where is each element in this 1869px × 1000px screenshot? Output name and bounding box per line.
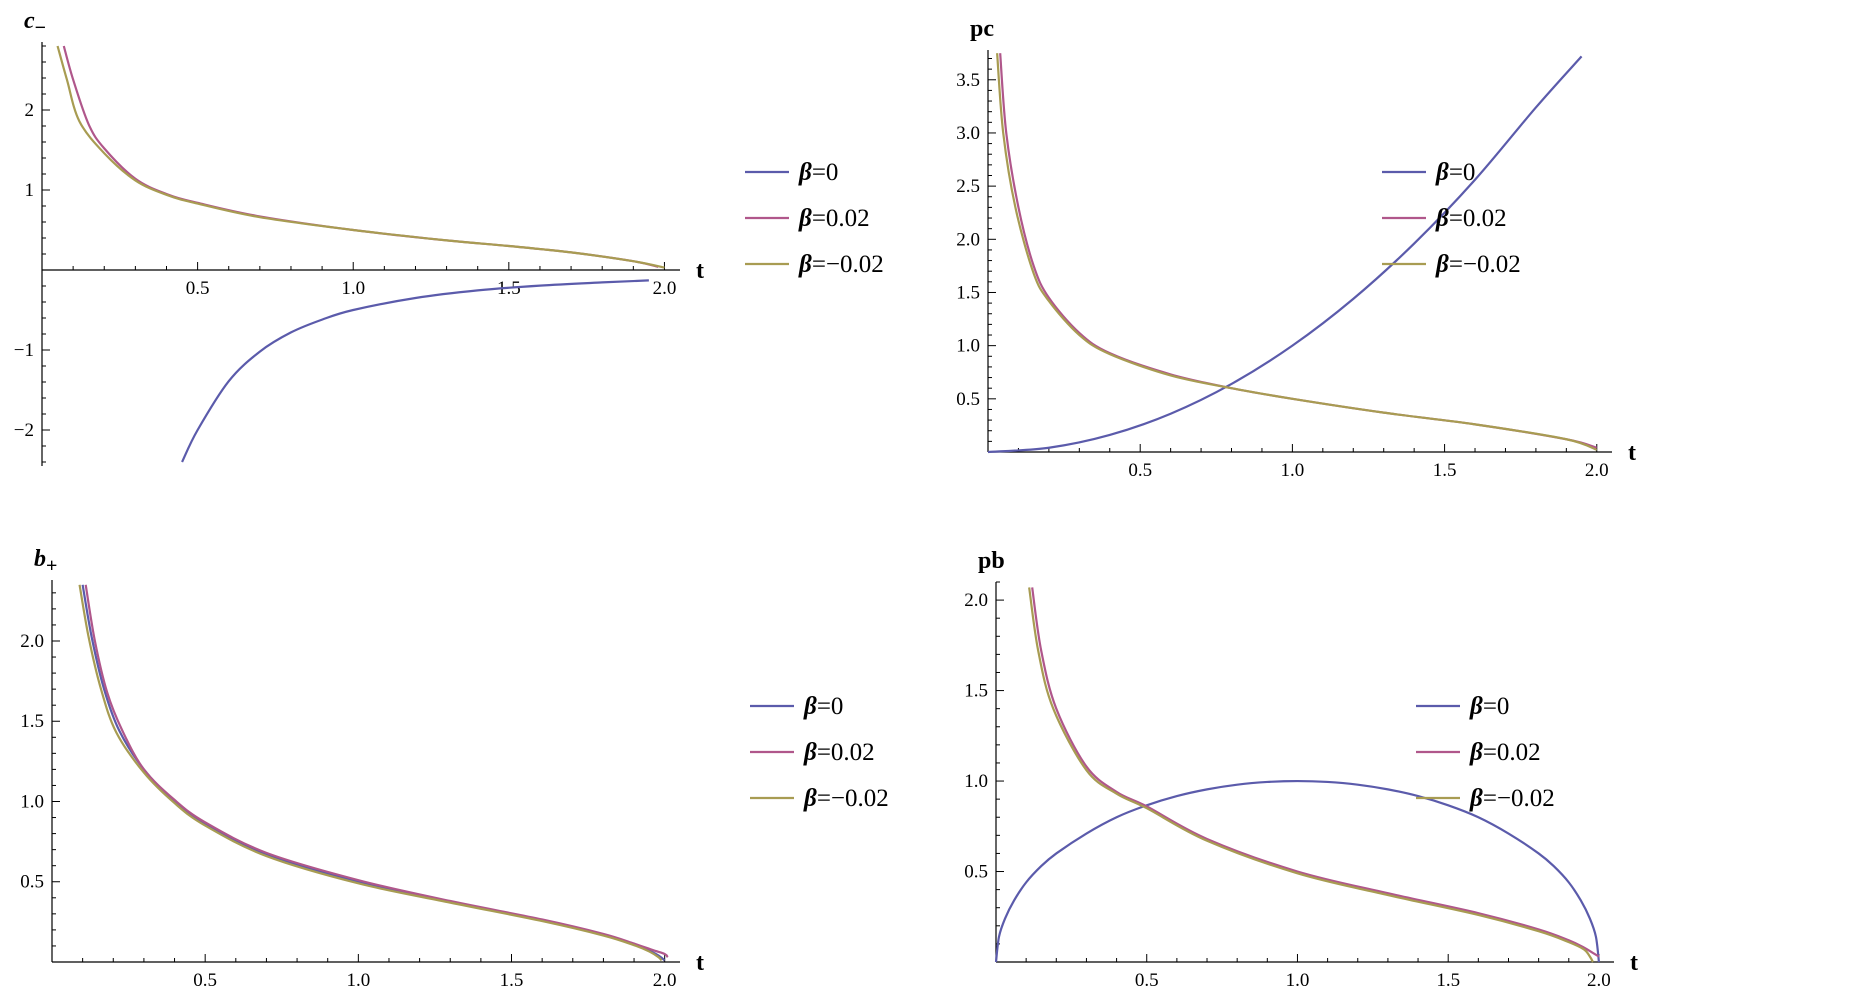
y-tick-label: 0.5 bbox=[964, 862, 988, 883]
series-line-beta-pos bbox=[62, 45, 659, 268]
x-axis-label: t bbox=[696, 950, 704, 976]
x-tick-label: 1.5 bbox=[500, 970, 524, 991]
x-tick-label: 2.0 bbox=[653, 970, 677, 991]
series-line-beta-pos bbox=[1031, 587, 1600, 958]
chart-b-plus: 0.5 1.0 1.5 2.0 0.5 1.0 1.5 2.0 b+ t β=0 β=0.02 β=−0… bbox=[20, 546, 889, 991]
legend-label: β=0.02 bbox=[803, 739, 875, 766]
y-tick-label: 1.5 bbox=[956, 282, 980, 303]
series-line-beta-neg bbox=[56, 45, 665, 269]
legend-label: β=0.02 bbox=[798, 205, 870, 232]
y-axis-label: c− bbox=[24, 8, 46, 39]
y-axis-label: b+ bbox=[34, 546, 57, 577]
legend-label: β=−0.02 bbox=[1435, 251, 1521, 278]
y-tick-label: 1 bbox=[25, 180, 35, 201]
x-tick-label: 1.0 bbox=[346, 970, 370, 991]
series-line-beta-neg bbox=[78, 584, 663, 962]
chart-pc: 0.5 1.0 1.5 2.0 0.5 1.0 1.5 2.0 2.5 3.0 3.5 pc t β=0 β… bbox=[956, 16, 1636, 481]
x-tick-label: 1.0 bbox=[1281, 460, 1305, 481]
x-tick-label: 2.0 bbox=[1587, 970, 1611, 991]
y-tick-label: 0.5 bbox=[956, 389, 980, 410]
x-tick-label: 0.5 bbox=[186, 278, 210, 299]
legend-label: β=−0.02 bbox=[798, 251, 884, 278]
x-tick-label: 0.5 bbox=[1128, 460, 1152, 481]
y-tick-label: 1.0 bbox=[964, 771, 988, 792]
y-tick-label: 1.5 bbox=[964, 681, 988, 702]
legend-label: β=−0.02 bbox=[1469, 785, 1555, 812]
y-axis-label: pc bbox=[970, 16, 994, 42]
x-tick-label: 1.0 bbox=[341, 278, 365, 299]
y-tick-label: 1.5 bbox=[20, 711, 44, 732]
x-tick-label: 0.5 bbox=[193, 970, 217, 991]
series-line-beta-neg bbox=[1028, 587, 1594, 963]
y-tick-label: 2.5 bbox=[956, 176, 980, 197]
legend-label: β=0 bbox=[798, 159, 838, 186]
y-tick-label: 1.0 bbox=[20, 791, 44, 812]
y-tick-label: 3.5 bbox=[956, 70, 980, 91]
x-tick-label: 1.5 bbox=[1436, 970, 1460, 991]
x-tick-label: 2.0 bbox=[1585, 460, 1609, 481]
x-axis-label: t bbox=[1628, 440, 1636, 466]
y-tick-label: −1 bbox=[14, 340, 34, 361]
y-tick-label: 1.0 bbox=[956, 336, 980, 357]
series-line-beta-neg bbox=[996, 53, 1598, 451]
x-tick-label: 0.5 bbox=[1135, 970, 1159, 991]
chart-pb: 0.5 1.0 1.5 2.0 0.5 1.0 1.5 2.0 pb t β=0 β=0.02 β=−0… bbox=[964, 548, 1638, 991]
series-line-beta-0 bbox=[181, 279, 649, 463]
x-tick-label: 1.0 bbox=[1286, 970, 1310, 991]
y-axis-label: pb bbox=[978, 548, 1005, 574]
y-tick-label: 2.0 bbox=[20, 631, 44, 652]
y-tick-label: 3.0 bbox=[956, 123, 980, 144]
series-line-beta-0 bbox=[81, 584, 666, 962]
x-axis-label: t bbox=[1630, 950, 1638, 976]
y-tick-label: 2 bbox=[25, 100, 35, 121]
legend-label: β=0 bbox=[1435, 159, 1475, 186]
series-line-beta-pos bbox=[84, 584, 669, 958]
y-tick-label: 0.5 bbox=[20, 872, 44, 893]
y-tick-label: 2.0 bbox=[956, 229, 980, 250]
legend-label: β=0.02 bbox=[1435, 205, 1507, 232]
y-tick-label: 2.0 bbox=[964, 590, 988, 611]
x-axis-label: t bbox=[696, 258, 704, 284]
series-line-beta-0 bbox=[994, 779, 1601, 963]
x-tick-label: 1.5 bbox=[1433, 460, 1457, 481]
legend-label: β=0 bbox=[1469, 693, 1509, 720]
legend-label: β=0 bbox=[803, 693, 843, 720]
legend-label: β=0.02 bbox=[1469, 739, 1541, 766]
legend-label: β=−0.02 bbox=[803, 785, 889, 812]
x-tick-label: 2.0 bbox=[653, 278, 677, 299]
series-line-beta-0 bbox=[987, 55, 1583, 454]
y-tick-label: −2 bbox=[14, 420, 34, 441]
